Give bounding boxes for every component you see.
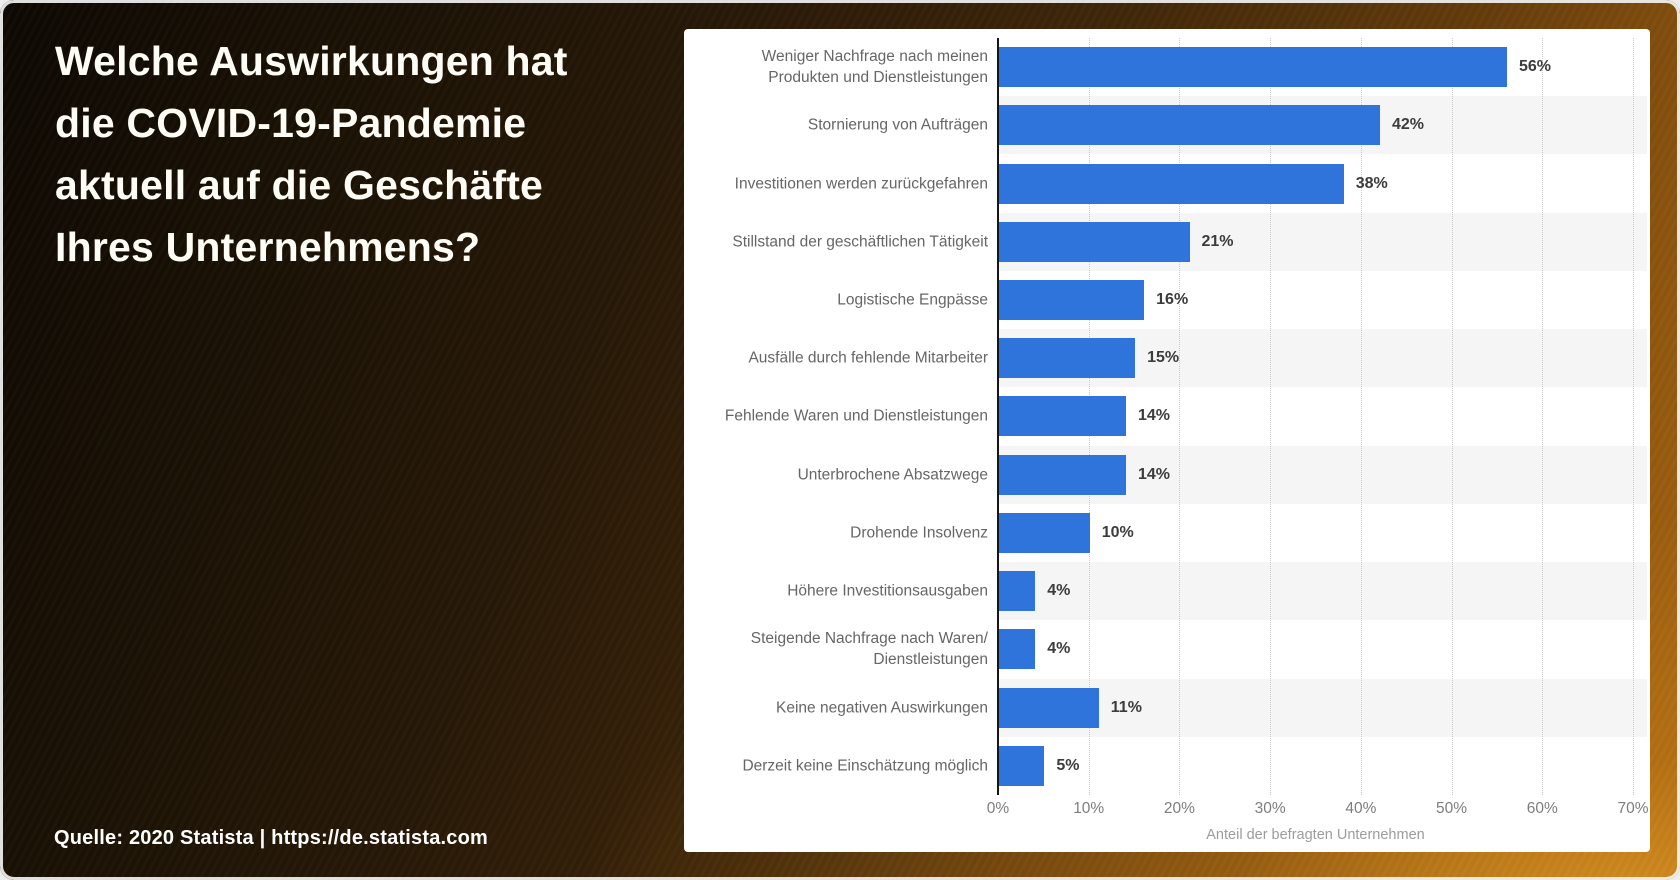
bar xyxy=(999,454,1126,495)
gridline xyxy=(1360,38,1362,795)
category-label: Ausfälle durch fehlende Mitarbeiter xyxy=(748,349,988,367)
chart-row: Logistische Engpässe 16% xyxy=(684,271,1650,329)
chart-row: Steigende Nachfrage nach Waren/ Dienstle… xyxy=(684,620,1650,678)
value-label: 11% xyxy=(1110,698,1142,716)
bar xyxy=(999,396,1126,437)
category-label: Stillstand der geschäftlichen Tätigkeit xyxy=(732,233,988,251)
value-label: 14% xyxy=(1138,465,1171,483)
chart-row: Investitionen werden zurückgefahren 38% xyxy=(684,154,1650,212)
value-label: 42% xyxy=(1392,116,1425,134)
bar xyxy=(999,512,1090,553)
value-label: 4% xyxy=(1047,582,1071,600)
value-label: 56% xyxy=(1519,58,1552,76)
value-label: 14% xyxy=(1138,407,1171,425)
category-label: Fehlende Waren und Dienstleistungen xyxy=(724,407,988,425)
chart-row: Unterbrochene Absatzwege 14% xyxy=(684,445,1650,504)
category-label: Unterbrochene Absatzwege xyxy=(797,466,988,484)
category-label: Investitionen werden zurückgefahren xyxy=(734,175,988,193)
chart-row: Drohende Insolvenz 10% xyxy=(684,504,1650,562)
bar xyxy=(999,338,1136,379)
category-label: Drohende Insolvenz xyxy=(850,524,988,542)
bar xyxy=(999,47,1507,88)
bar xyxy=(999,221,1190,262)
bar xyxy=(999,629,1036,670)
chart-row: Höhere Investitionsausgaben 4% xyxy=(684,562,1650,621)
chart-row: Ausfälle durch fehlende Mitarbeiter 15% xyxy=(684,329,1650,388)
chart-row: Derzeit keine Einschätzung möglich 5% xyxy=(684,737,1650,795)
category-label: Stornierung von Aufträgen xyxy=(807,116,988,134)
bar xyxy=(999,687,1099,728)
value-label: 16% xyxy=(1156,291,1189,309)
value-label: 4% xyxy=(1047,640,1071,658)
source-attribution: Quelle: 2020 Statista | https://de.stati… xyxy=(54,827,489,849)
chart-row: Fehlende Waren und Dienstleistungen 14% xyxy=(684,387,1650,445)
bar xyxy=(999,280,1145,321)
category-label: Steigende Nachfrage nach Waren/ Dienstle… xyxy=(750,630,988,669)
x-tick-label: 0% xyxy=(986,800,1010,817)
gridline xyxy=(1451,38,1453,795)
row-stripe xyxy=(999,678,1647,737)
x-tick-label: 20% xyxy=(1163,800,1195,817)
chart-rows: Weniger Nachfrage nach meinen Produkten … xyxy=(684,38,1650,795)
category-label: Weniger Nachfrage nach meinen Produkten … xyxy=(761,48,988,87)
y-axis-line xyxy=(997,38,999,795)
value-label: 38% xyxy=(1355,174,1388,192)
slide-title: Welche Auswirkungen hat die COVID-19-Pan… xyxy=(55,38,568,270)
category-label: Keine negativen Auswirkungen xyxy=(776,699,988,717)
x-tick-label: 10% xyxy=(1073,800,1105,817)
x-tick-label: 70% xyxy=(1617,800,1649,817)
chart-row: Keine negativen Auswirkungen 11% xyxy=(684,678,1650,737)
gridline xyxy=(1633,38,1634,795)
category-label: Höhere Investitionsausgaben xyxy=(787,582,988,600)
gridline xyxy=(1270,38,1272,795)
bar xyxy=(999,163,1344,204)
category-label: Derzeit keine Einschätzung möglich xyxy=(742,757,988,775)
x-tick-label: 40% xyxy=(1345,800,1377,817)
chart-row: Stornierung von Aufträgen 42% xyxy=(684,96,1650,155)
chart-row: Stillstand der geschäftlichen Tätigkeit 2… xyxy=(684,212,1650,271)
bar xyxy=(999,745,1045,786)
bar xyxy=(999,105,1380,146)
x-axis-title: Anteil der befragten Unternehmen xyxy=(1206,827,1425,843)
x-tick-label: 30% xyxy=(1254,800,1286,817)
gridline xyxy=(1179,38,1181,795)
value-label: 15% xyxy=(1147,349,1180,367)
chart-panel: Weniger Nachfrage nach meinen Produkten … xyxy=(684,29,1650,852)
gridline xyxy=(1542,38,1544,795)
x-tick-label: 50% xyxy=(1436,800,1468,817)
bar xyxy=(999,571,1036,612)
category-label: Logistische Engpässe xyxy=(837,291,988,309)
value-label: 10% xyxy=(1101,523,1134,541)
chart-row: Weniger Nachfrage nach meinen Produkten … xyxy=(684,38,1650,96)
row-stripe xyxy=(999,562,1647,621)
value-label: 21% xyxy=(1201,232,1234,250)
x-tick-label: 60% xyxy=(1526,800,1558,817)
value-label: 5% xyxy=(1056,756,1080,774)
